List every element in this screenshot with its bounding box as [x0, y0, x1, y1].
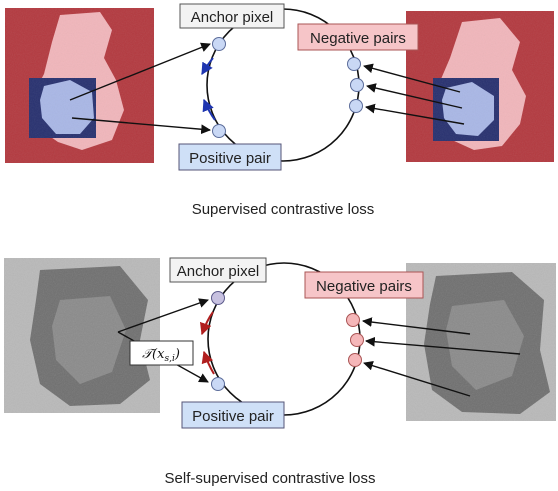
bottom-caption: Self-supervised contrastive loss [165, 470, 376, 487]
bottom-negative-node-2 [350, 333, 364, 347]
top-anchor-label: Anchor pixel [191, 9, 274, 26]
top-arrow-to-anchor [69, 42, 211, 101]
bottom-negative-label: Negative pairs [316, 278, 412, 295]
bottom-transform-label: 𝒯(xs,i) [142, 347, 180, 364]
top-anchor-node [212, 37, 226, 51]
bottom-negative-node-1 [346, 313, 360, 327]
top-arrow-to-positive [71, 117, 211, 135]
top-pull-arrow-1 [201, 57, 214, 76]
bottom-negative-node-3 [348, 353, 362, 367]
top-positive-label: Positive pair [189, 150, 271, 167]
top-negative-label: Negative pairs [310, 30, 406, 47]
bottom-left-ct-image [4, 258, 160, 413]
bottom-positive-label: Positive pair [192, 408, 274, 425]
top-arrow-to-negative-3 [365, 103, 465, 125]
top-pull-arrow-2 [202, 98, 216, 121]
top-arrow-to-negative-2 [366, 83, 463, 109]
top-negative-node-1 [347, 57, 361, 71]
top-right-segmentation-image [406, 11, 554, 162]
top-arrow-to-negative-1 [363, 63, 461, 93]
top-negative-node-2 [350, 78, 364, 92]
bottom-pull-arrow-2 [201, 350, 215, 375]
bottom-anchor-label: Anchor pixel [177, 263, 260, 280]
bottom-arrow-to-anchor [117, 298, 209, 333]
bottom-anchor-node [211, 291, 225, 305]
bottom-arrow-to-negative-2 [365, 336, 521, 355]
bottom-pull-arrow-1 [199, 311, 214, 336]
top-left-segmentation-image [5, 8, 154, 163]
bottom-positive-node [211, 377, 225, 391]
top-positive-node [212, 124, 226, 138]
bottom-arrow-to-negative-3 [363, 360, 471, 397]
top-caption: Supervised contrastive loss [192, 201, 375, 218]
top-negative-node-3 [349, 99, 363, 113]
bottom-right-ct-image [406, 263, 556, 421]
bottom-arrow-to-negative-1 [362, 317, 471, 335]
